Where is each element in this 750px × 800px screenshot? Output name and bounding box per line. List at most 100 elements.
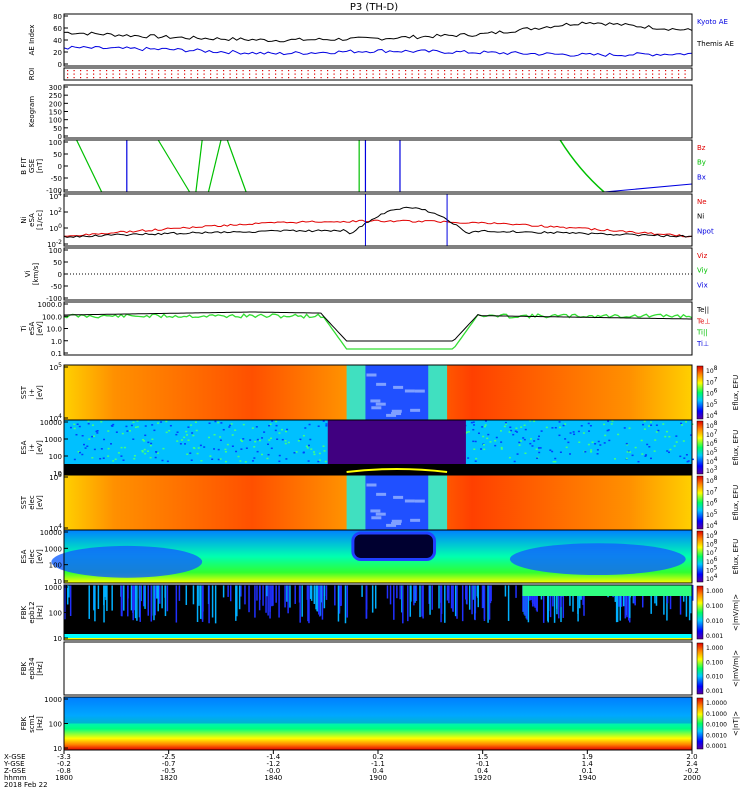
spectrogram-cell bbox=[270, 437, 273, 439]
spectrogram-cell bbox=[151, 438, 154, 441]
roi-dot bbox=[580, 70, 582, 72]
roi-dot bbox=[275, 70, 277, 72]
spectrogram-cell bbox=[278, 460, 281, 463]
spectrogram-cell bbox=[120, 455, 123, 457]
roi-dot bbox=[158, 73, 160, 75]
roi-dot bbox=[606, 70, 608, 72]
spectrogram-cell bbox=[428, 585, 430, 604]
colorbar-tick: 1.000 bbox=[706, 645, 723, 652]
roi-dot bbox=[606, 77, 608, 79]
roi-dot bbox=[255, 70, 257, 72]
spectrogram-cell bbox=[628, 427, 631, 429]
y-tick-label: 104 bbox=[49, 413, 62, 423]
spectrogram-cell bbox=[217, 448, 220, 451]
roi-dot bbox=[483, 73, 485, 75]
roi-dot bbox=[359, 77, 361, 79]
roi-dot bbox=[684, 73, 686, 75]
spectrogram-cell bbox=[650, 585, 652, 614]
spectrogram-cell bbox=[371, 516, 382, 520]
spectrogram-blob bbox=[509, 543, 686, 576]
roi-dot bbox=[132, 77, 134, 79]
roi-dot bbox=[197, 70, 199, 72]
y-tick-label: 1000 bbox=[44, 545, 62, 553]
roi-dot bbox=[86, 77, 88, 79]
spectrogram-cell bbox=[143, 448, 146, 451]
y-tick-label: 60 bbox=[53, 25, 62, 33]
spectrogram-cell bbox=[229, 585, 232, 602]
roi-dot bbox=[613, 70, 615, 72]
colorbar-tick: 0.1000 bbox=[706, 711, 727, 718]
y-tick-label: 0 bbox=[58, 163, 62, 171]
roi-dot bbox=[418, 70, 420, 72]
spectrogram-cell bbox=[467, 457, 470, 459]
spectrogram-cell bbox=[512, 433, 515, 436]
spectrogram-cell bbox=[211, 458, 214, 461]
roi-dot bbox=[164, 77, 166, 79]
spectrogram-cell bbox=[523, 438, 526, 441]
roi-dot bbox=[151, 73, 153, 75]
panel-frame bbox=[63, 67, 693, 81]
spectrogram-cell bbox=[219, 436, 222, 438]
spectrogram-cell bbox=[481, 426, 484, 428]
spectrogram-cell bbox=[144, 434, 147, 437]
colorbar-label: Eflux, EFU bbox=[732, 430, 740, 465]
spectrogram-cell bbox=[444, 585, 446, 623]
spectrogram-cell bbox=[149, 444, 152, 447]
panel-ae: 80 60 40 20 0 AE Index Kyoto AE Themis AE bbox=[28, 13, 734, 69]
roi-dot bbox=[431, 70, 433, 72]
spectrogram-cell bbox=[549, 585, 552, 618]
spectrogram-cell bbox=[322, 445, 325, 447]
spectrogram-cell bbox=[122, 459, 125, 461]
spectrogram-cell bbox=[680, 422, 683, 425]
roi-dot bbox=[437, 77, 439, 79]
spectrogram-cell bbox=[105, 585, 107, 601]
spectrogram-cell bbox=[474, 460, 477, 462]
spectrogram-cell bbox=[553, 585, 556, 623]
panel-roi: ROI bbox=[28, 67, 693, 81]
spectrogram-cell bbox=[588, 430, 591, 432]
y-axis-label: [eV] bbox=[36, 440, 44, 455]
spectrogram-cell bbox=[253, 446, 256, 448]
roi-dot bbox=[288, 77, 290, 79]
footer-value: -0.2 bbox=[685, 767, 699, 775]
roi-dot bbox=[99, 73, 101, 75]
y-axis-label: [Hz] bbox=[36, 716, 44, 731]
roi-dot bbox=[275, 77, 277, 79]
spectrogram-cell bbox=[504, 585, 507, 597]
roi-dot bbox=[138, 70, 140, 72]
roi-dot bbox=[210, 70, 212, 72]
y-axis-label: epb34 bbox=[28, 657, 36, 680]
panel-vi: 100 50 0 -50 -100 Vi [km/s] Viz Viy Vix bbox=[24, 247, 708, 303]
roi-dot bbox=[587, 73, 589, 75]
footer-value: 0.2 bbox=[372, 753, 383, 761]
spectrogram-cell bbox=[691, 458, 694, 461]
roi-dot bbox=[450, 77, 452, 79]
spectrogram-cell bbox=[93, 435, 96, 437]
spectrogram-cell bbox=[370, 399, 381, 403]
spectrogram-cell bbox=[199, 585, 202, 619]
roi-dot bbox=[73, 77, 75, 79]
spectrogram-cell bbox=[144, 452, 147, 455]
spectrogram-cell bbox=[217, 458, 220, 461]
spectrogram-cell bbox=[653, 450, 656, 452]
roi-dot bbox=[242, 73, 244, 75]
spectrogram-cell bbox=[286, 585, 288, 602]
footer-value: 1.9 bbox=[582, 753, 593, 761]
spectrogram-cell bbox=[308, 585, 310, 624]
y-axis-label: ROI bbox=[28, 68, 36, 80]
spectrogram-gap bbox=[327, 420, 466, 466]
colorbar-tick: 108 bbox=[706, 420, 718, 430]
spectrogram-band bbox=[64, 638, 692, 640]
roi-dot bbox=[301, 70, 303, 72]
spectrogram-cell bbox=[153, 585, 155, 621]
roi-dot bbox=[197, 73, 199, 75]
y-axis-label: ESA bbox=[20, 549, 28, 563]
spectrogram-cell bbox=[136, 420, 139, 422]
roi-dot bbox=[587, 77, 589, 79]
spectrogram-cell bbox=[132, 585, 134, 621]
y-tick-label: 100 bbox=[49, 247, 62, 255]
spectrogram-cell bbox=[573, 433, 576, 436]
spectrogram-cell bbox=[315, 585, 317, 610]
roi-dot bbox=[632, 77, 634, 79]
spectrogram-cell bbox=[376, 492, 387, 496]
